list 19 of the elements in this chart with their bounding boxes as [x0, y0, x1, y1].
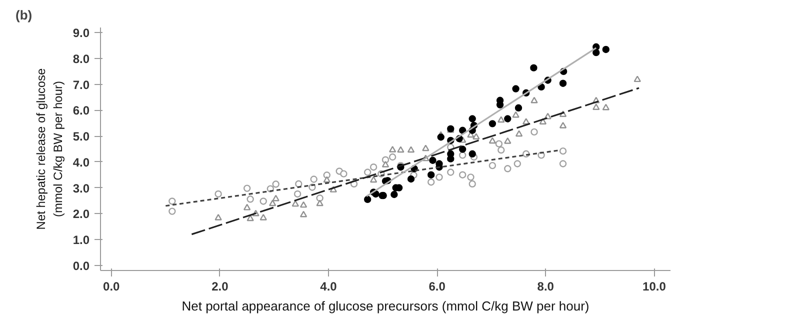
- x-tick-label: 0.0: [103, 280, 120, 294]
- y-tick-label: 1.0: [72, 232, 90, 247]
- y-tick-label: 3.0: [72, 181, 90, 196]
- x-tick-label: 4.0: [320, 280, 338, 294]
- y-tick-label: 0.0: [72, 258, 90, 273]
- y-tick-label: 6.0: [72, 104, 90, 118]
- y-tick-label: 9.0: [72, 26, 90, 40]
- x-tick-label: 6.0: [428, 280, 446, 294]
- x-axis-title: Net portal appearance of glucose precursors (mmol C/kg BW per hour): [182, 298, 590, 314]
- x-tick-label: 2.0: [212, 280, 229, 294]
- y-tick-label: 8.0: [72, 52, 90, 66]
- y-axis-title: Net hepatic release of glucose (mmol C/kg BW per hour): [34, 68, 65, 230]
- x-tick-label: 10.0: [642, 280, 666, 294]
- text: (b): [16, 8, 32, 22]
- y-tick-label: 4.0: [72, 155, 90, 170]
- y-tick-label: 2.0: [72, 207, 90, 222]
- y-tick-label: 5.0: [72, 130, 90, 144]
- x-tick-label: 8.0: [537, 280, 554, 294]
- y-tick-label: 7.0: [72, 78, 90, 92]
